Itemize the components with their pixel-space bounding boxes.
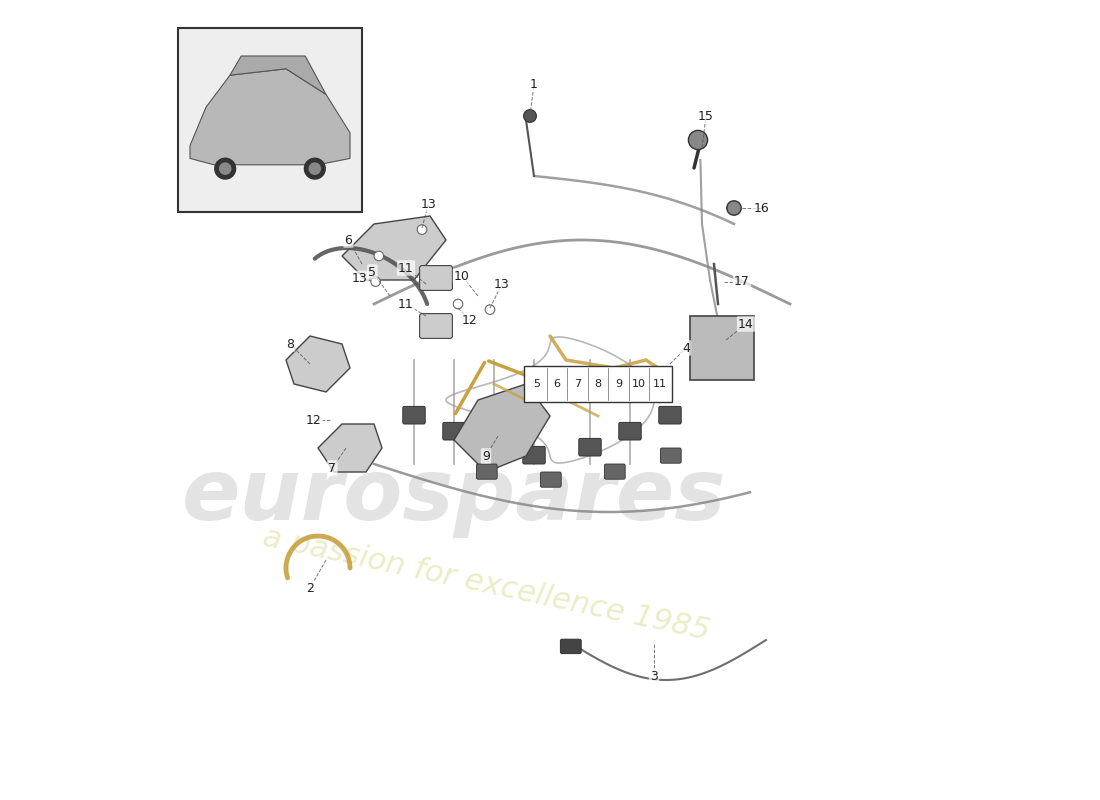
Text: eurospares: eurospares bbox=[182, 454, 726, 538]
Circle shape bbox=[689, 130, 707, 150]
FancyBboxPatch shape bbox=[540, 472, 561, 487]
FancyBboxPatch shape bbox=[525, 366, 672, 402]
FancyBboxPatch shape bbox=[522, 446, 546, 464]
Text: 8: 8 bbox=[594, 379, 602, 389]
FancyBboxPatch shape bbox=[659, 406, 681, 424]
Circle shape bbox=[305, 158, 326, 179]
Text: 11: 11 bbox=[652, 379, 667, 389]
FancyBboxPatch shape bbox=[604, 464, 625, 479]
Circle shape bbox=[453, 299, 463, 309]
FancyBboxPatch shape bbox=[690, 316, 754, 380]
Circle shape bbox=[214, 158, 235, 179]
Polygon shape bbox=[190, 69, 350, 165]
Text: 9: 9 bbox=[482, 450, 490, 462]
Text: 12: 12 bbox=[306, 414, 322, 426]
Text: 5: 5 bbox=[532, 379, 540, 389]
Text: 14: 14 bbox=[738, 318, 754, 330]
Circle shape bbox=[374, 251, 384, 261]
Text: 13: 13 bbox=[494, 278, 510, 290]
Text: 2: 2 bbox=[306, 582, 313, 594]
FancyBboxPatch shape bbox=[403, 406, 426, 424]
FancyBboxPatch shape bbox=[476, 464, 497, 479]
Text: 7: 7 bbox=[574, 379, 581, 389]
Circle shape bbox=[417, 225, 427, 234]
Text: 12: 12 bbox=[462, 314, 477, 326]
Circle shape bbox=[524, 110, 537, 122]
FancyBboxPatch shape bbox=[483, 438, 505, 456]
Text: 6: 6 bbox=[553, 379, 560, 389]
Text: 3: 3 bbox=[650, 670, 658, 682]
FancyBboxPatch shape bbox=[178, 28, 362, 212]
FancyBboxPatch shape bbox=[419, 314, 452, 338]
Text: 7: 7 bbox=[329, 462, 337, 474]
Polygon shape bbox=[230, 56, 326, 94]
Text: 10: 10 bbox=[632, 379, 646, 389]
Circle shape bbox=[727, 201, 741, 215]
Circle shape bbox=[371, 277, 381, 286]
Text: 5: 5 bbox=[368, 266, 376, 278]
Text: 8: 8 bbox=[286, 338, 294, 350]
Text: 15: 15 bbox=[698, 110, 714, 122]
Text: 11: 11 bbox=[398, 298, 414, 310]
Text: 13: 13 bbox=[352, 272, 367, 285]
Polygon shape bbox=[286, 336, 350, 392]
Circle shape bbox=[220, 163, 231, 174]
Text: 9: 9 bbox=[615, 379, 623, 389]
Text: 4: 4 bbox=[682, 342, 690, 354]
FancyBboxPatch shape bbox=[560, 639, 581, 654]
Text: 17: 17 bbox=[734, 275, 750, 288]
Text: 16: 16 bbox=[755, 202, 770, 214]
Polygon shape bbox=[342, 216, 446, 280]
Polygon shape bbox=[318, 424, 382, 472]
FancyBboxPatch shape bbox=[660, 448, 681, 463]
FancyBboxPatch shape bbox=[419, 266, 452, 290]
Text: a passion for excellence 1985: a passion for excellence 1985 bbox=[260, 522, 712, 646]
FancyBboxPatch shape bbox=[619, 422, 641, 440]
Text: 13: 13 bbox=[420, 198, 437, 210]
Text: 11: 11 bbox=[398, 262, 414, 274]
Polygon shape bbox=[454, 384, 550, 472]
Circle shape bbox=[485, 305, 495, 314]
Text: 6: 6 bbox=[344, 234, 352, 246]
Circle shape bbox=[309, 163, 320, 174]
FancyBboxPatch shape bbox=[443, 422, 465, 440]
Text: 1: 1 bbox=[530, 78, 538, 90]
FancyBboxPatch shape bbox=[579, 438, 602, 456]
Text: 10: 10 bbox=[454, 270, 470, 282]
